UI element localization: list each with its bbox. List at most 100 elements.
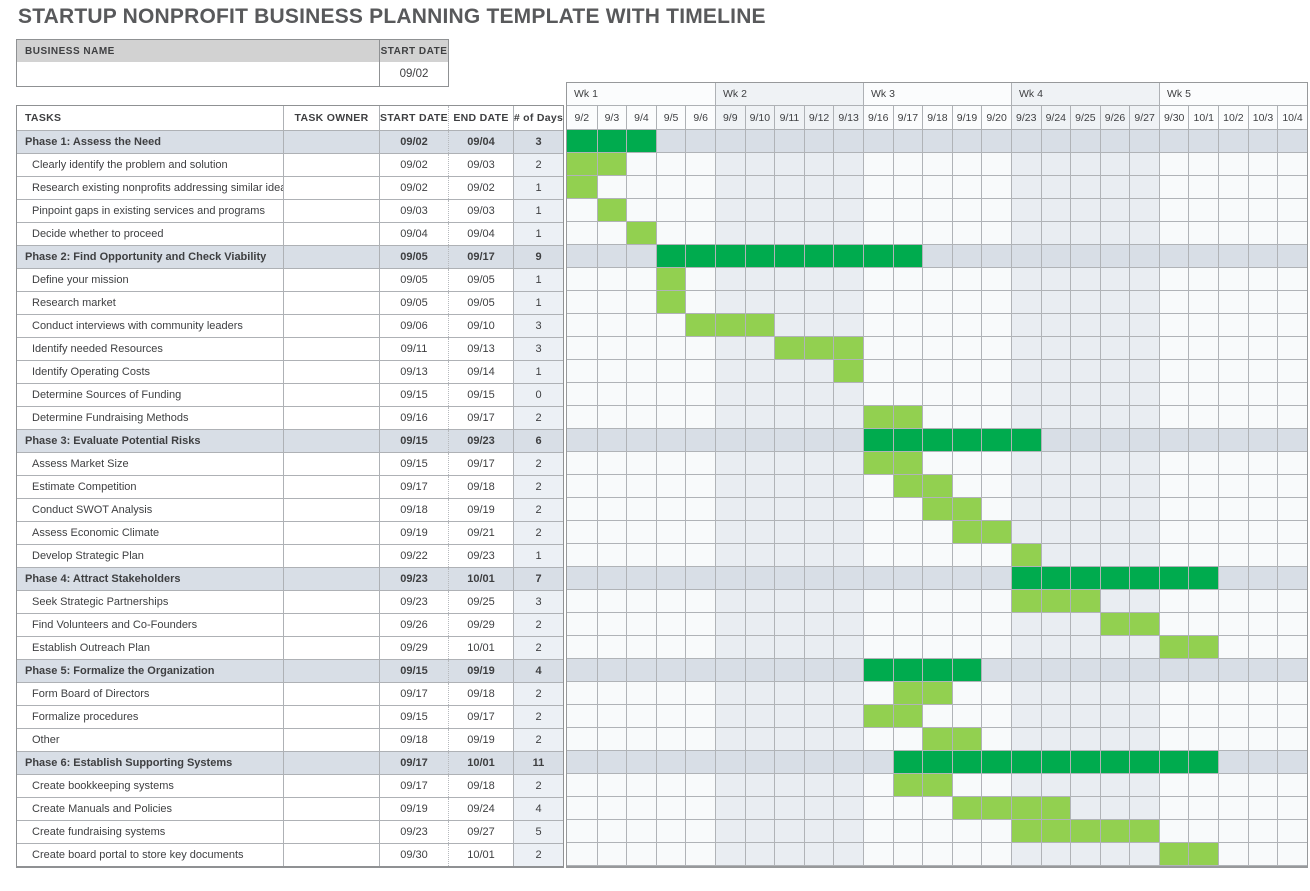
days-cell[interactable]: 2 xyxy=(513,499,563,521)
gantt-cell[interactable] xyxy=(714,567,745,590)
gantt-cell[interactable] xyxy=(833,406,863,429)
gantt-cell[interactable] xyxy=(951,406,982,429)
gantt-cell[interactable] xyxy=(833,820,863,843)
gantt-cell[interactable] xyxy=(1188,774,1219,797)
gantt-cell[interactable] xyxy=(981,383,1011,406)
gantt-cell[interactable] xyxy=(833,521,863,544)
gantt-bar-cell[interactable] xyxy=(744,245,775,268)
gantt-cell[interactable] xyxy=(685,406,715,429)
gantt-bar-cell[interactable] xyxy=(833,360,863,383)
gantt-cell[interactable] xyxy=(862,222,893,245)
gantt-cell[interactable] xyxy=(1277,544,1307,567)
gantt-cell[interactable] xyxy=(567,337,597,360)
gantt-cell[interactable] xyxy=(685,636,715,659)
gantt-cell[interactable] xyxy=(862,153,893,176)
gantt-cell[interactable] xyxy=(685,383,715,406)
gantt-cell[interactable] xyxy=(655,774,686,797)
gantt-cell[interactable] xyxy=(567,521,597,544)
days-cell[interactable]: 9 xyxy=(513,246,563,268)
gantt-bar-cell[interactable] xyxy=(922,475,952,498)
gantt-cell[interactable] xyxy=(1010,406,1041,429)
gantt-cell[interactable] xyxy=(1129,774,1159,797)
gantt-cell[interactable] xyxy=(803,498,834,521)
gantt-cell[interactable] xyxy=(892,360,923,383)
gantt-cell[interactable] xyxy=(833,429,863,452)
gantt-cell[interactable] xyxy=(1218,613,1248,636)
gantt-cell[interactable] xyxy=(803,728,834,751)
gantt-cell[interactable] xyxy=(714,751,745,774)
gantt-cell[interactable] xyxy=(744,521,775,544)
days-cell[interactable]: 3 xyxy=(513,315,563,337)
gantt-cell[interactable] xyxy=(1188,521,1219,544)
gantt-bar-cell[interactable] xyxy=(1129,613,1159,636)
gantt-cell[interactable] xyxy=(685,521,715,544)
gantt-cell[interactable] xyxy=(567,406,597,429)
tasks-cell[interactable]: Define your mission xyxy=(32,274,129,286)
gantt-cell[interactable] xyxy=(744,774,775,797)
gantt-cell[interactable] xyxy=(685,567,715,590)
gantt-bar-cell[interactable] xyxy=(892,406,923,429)
gantt-cell[interactable] xyxy=(626,176,656,199)
gantt-cell[interactable] xyxy=(1277,176,1307,199)
gantt-bar-cell[interactable] xyxy=(1070,567,1100,590)
gantt-cell[interactable] xyxy=(1218,636,1248,659)
gantt-cell[interactable] xyxy=(1247,774,1278,797)
tasks-cell[interactable]: Find Volunteers and Co-Founders xyxy=(32,619,198,631)
gantt-cell[interactable] xyxy=(1010,222,1041,245)
gantt-bar-cell[interactable] xyxy=(567,176,597,199)
gantt-cell[interactable] xyxy=(1218,820,1248,843)
gantt-cell[interactable] xyxy=(862,475,893,498)
tasks-cell[interactable]: Phase 3: Evaluate Potential Risks xyxy=(25,435,201,447)
gantt-cell[interactable] xyxy=(862,498,893,521)
owner-cell[interactable] xyxy=(283,338,379,360)
gantt-cell[interactable] xyxy=(981,567,1011,590)
gantt-bar-cell[interactable] xyxy=(714,245,745,268)
gantt-cell[interactable] xyxy=(1070,843,1100,866)
gantt-cell[interactable] xyxy=(833,728,863,751)
gantt-cell[interactable] xyxy=(981,659,1011,682)
gantt-cell[interactable] xyxy=(626,728,656,751)
gantt-cell[interactable] xyxy=(744,843,775,866)
owner-cell[interactable] xyxy=(283,361,379,383)
gantt-cell[interactable] xyxy=(862,820,893,843)
gantt-cell[interactable] xyxy=(981,544,1011,567)
gantt-cell[interactable] xyxy=(803,153,834,176)
gantt-bar-cell[interactable] xyxy=(1040,820,1071,843)
gantt-cell[interactable] xyxy=(1247,268,1278,291)
gantt-cell[interactable] xyxy=(1040,153,1071,176)
owner-cell[interactable] xyxy=(283,407,379,429)
days-cell[interactable]: 2 xyxy=(513,614,563,636)
gantt-cell[interactable] xyxy=(1247,590,1278,613)
gantt-cell[interactable] xyxy=(922,383,952,406)
gantt-cell[interactable] xyxy=(774,820,804,843)
gantt-cell[interactable] xyxy=(922,820,952,843)
gantt-bar-cell[interactable] xyxy=(655,268,686,291)
tasks-cell[interactable]: Phase 6: Establish Supporting Systems xyxy=(25,757,233,769)
end-cell[interactable]: 10/01 xyxy=(448,844,513,866)
owner-cell[interactable] xyxy=(283,775,379,797)
gantt-cell[interactable] xyxy=(981,314,1011,337)
gantt-cell[interactable] xyxy=(1218,268,1248,291)
days-cell[interactable]: 2 xyxy=(513,683,563,705)
start-cell[interactable]: 09/19 xyxy=(379,522,448,544)
gantt-cell[interactable] xyxy=(567,774,597,797)
end-cell[interactable]: 09/17 xyxy=(448,706,513,728)
gantt-bar-cell[interactable] xyxy=(862,245,893,268)
gantt-cell[interactable] xyxy=(803,820,834,843)
gantt-cell[interactable] xyxy=(981,360,1011,383)
gantt-cell[interactable] xyxy=(1158,245,1189,268)
tasks-cell[interactable]: Phase 1: Assess the Need xyxy=(25,136,161,148)
gantt-cell[interactable] xyxy=(1188,820,1219,843)
gantt-cell[interactable] xyxy=(685,360,715,383)
gantt-cell[interactable] xyxy=(744,383,775,406)
gantt-cell[interactable] xyxy=(862,567,893,590)
gantt-cell[interactable] xyxy=(892,498,923,521)
gantt-cell[interactable] xyxy=(655,314,686,337)
gantt-bar-cell[interactable] xyxy=(626,130,656,153)
gantt-cell[interactable] xyxy=(626,613,656,636)
start-cell[interactable]: 09/04 xyxy=(379,223,448,245)
gantt-cell[interactable] xyxy=(1158,590,1189,613)
gantt-cell[interactable] xyxy=(951,291,982,314)
gantt-cell[interactable] xyxy=(981,176,1011,199)
gantt-cell[interactable] xyxy=(1158,728,1189,751)
